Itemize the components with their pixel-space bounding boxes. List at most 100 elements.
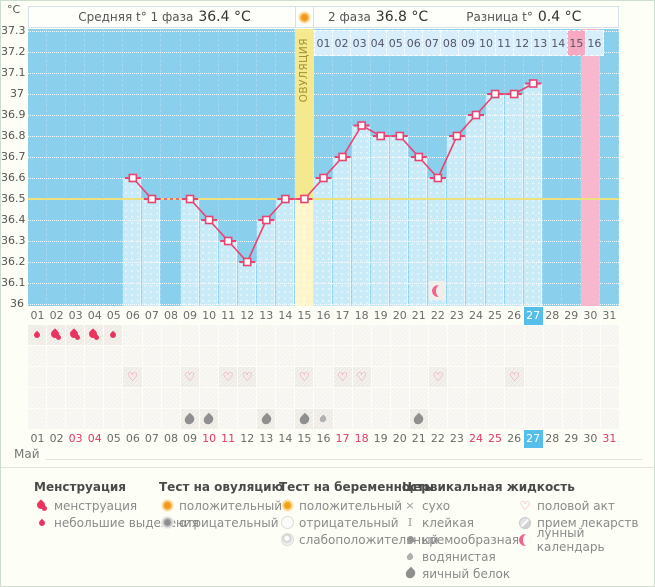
symbol-cell-tests[interactable] bbox=[180, 346, 199, 366]
day-column[interactable] bbox=[275, 29, 295, 306]
day-number[interactable]: 27 bbox=[523, 307, 543, 325]
temperature-point[interactable] bbox=[262, 215, 271, 225]
temperature-point[interactable] bbox=[452, 131, 462, 141]
symbol-cell-tests[interactable] bbox=[352, 346, 371, 366]
dpo-cell[interactable]: 08 bbox=[440, 30, 460, 56]
temperature-point[interactable] bbox=[395, 131, 405, 141]
symbol-cell-menstruation[interactable] bbox=[66, 325, 85, 345]
symbol-cell-tests[interactable] bbox=[371, 346, 390, 366]
symbol-cell-tests[interactable] bbox=[276, 346, 295, 366]
day-number[interactable]: 16 bbox=[316, 309, 331, 322]
symbol-cell-medication[interactable] bbox=[505, 388, 524, 408]
temperature-point[interactable] bbox=[471, 110, 481, 120]
temperature-point[interactable] bbox=[509, 89, 519, 99]
day-number[interactable]: 08 bbox=[163, 432, 178, 445]
symbol-cell-menstruation[interactable] bbox=[448, 325, 467, 345]
dpo-cell[interactable]: 16 bbox=[584, 30, 604, 56]
symbol-cell-tests[interactable] bbox=[543, 346, 562, 366]
symbol-cell-medication[interactable] bbox=[371, 388, 390, 408]
day-number[interactable]: 22 bbox=[430, 309, 445, 322]
symbol-cell-tests[interactable] bbox=[581, 346, 600, 366]
symbol-cell-medication[interactable] bbox=[600, 388, 619, 408]
symbol-cell-tests[interactable] bbox=[238, 346, 257, 366]
symbol-cell-intercourse[interactable] bbox=[314, 367, 333, 387]
temperature-point[interactable] bbox=[414, 152, 424, 162]
symbol-cell-cervical_fluid[interactable] bbox=[448, 409, 467, 429]
day-number[interactable]: 07 bbox=[144, 432, 159, 445]
symbol-cell-menstruation[interactable] bbox=[486, 325, 505, 345]
day-number[interactable]: 31 bbox=[602, 309, 617, 322]
symbol-cell-tests[interactable] bbox=[28, 346, 47, 366]
day-number[interactable]: 14 bbox=[278, 309, 293, 322]
temperature-point[interactable] bbox=[528, 79, 538, 88]
symbol-cell-intercourse[interactable] bbox=[486, 367, 505, 387]
symbol-cell-cervical_fluid[interactable] bbox=[218, 409, 238, 429]
day-number[interactable]: 17 bbox=[335, 432, 350, 445]
day-number[interactable]: 09 bbox=[183, 432, 198, 445]
day-number[interactable]: 06 bbox=[125, 309, 140, 322]
day-number[interactable]: 11 bbox=[221, 432, 236, 445]
symbol-cell-menstruation[interactable] bbox=[142, 325, 161, 345]
symbol-cell-menstruation[interactable] bbox=[104, 325, 123, 345]
day-number[interactable]: 24 bbox=[468, 309, 483, 322]
day-column[interactable] bbox=[543, 29, 562, 306]
symbol-cell-intercourse[interactable] bbox=[28, 367, 47, 387]
day-number[interactable]: 07 bbox=[144, 309, 159, 322]
day-column[interactable] bbox=[180, 29, 200, 306]
symbol-cell-tests[interactable] bbox=[448, 346, 467, 366]
symbol-cell-intercourse[interactable]: ♡ bbox=[180, 367, 199, 387]
symbol-cell-intercourse[interactable] bbox=[199, 367, 218, 387]
symbol-cell-tests[interactable] bbox=[218, 346, 238, 366]
symbol-cell-tests[interactable] bbox=[257, 346, 276, 366]
day-number[interactable]: 23 bbox=[449, 432, 464, 445]
symbol-cell-cervical_fluid[interactable] bbox=[123, 409, 142, 429]
dpo-cell[interactable]: 11 bbox=[494, 30, 514, 56]
symbol-cell-intercourse[interactable]: ♡ bbox=[429, 367, 448, 387]
temperature-point[interactable] bbox=[300, 194, 309, 204]
symbol-cell-cervical_fluid[interactable] bbox=[295, 409, 314, 429]
day-number[interactable]: 05 bbox=[106, 432, 121, 445]
day-column[interactable] bbox=[313, 29, 334, 306]
symbol-cell-intercourse[interactable] bbox=[142, 367, 161, 387]
symbol-cell-cervical_fluid[interactable] bbox=[390, 409, 409, 429]
symbol-cell-intercourse[interactable] bbox=[543, 367, 562, 387]
symbol-cell-medication[interactable] bbox=[543, 388, 562, 408]
day-number[interactable]: 01 bbox=[30, 432, 45, 445]
symbol-cell-tests[interactable] bbox=[390, 346, 409, 366]
symbol-cell-menstruation[interactable] bbox=[409, 325, 429, 345]
symbol-cell-cervical_fluid[interactable] bbox=[581, 409, 600, 429]
day-number[interactable]: 25 bbox=[488, 309, 503, 322]
symbol-cell-intercourse[interactable] bbox=[409, 367, 429, 387]
symbol-cell-cervical_fluid[interactable] bbox=[180, 409, 199, 429]
symbol-cell-tests[interactable] bbox=[467, 346, 486, 366]
symbol-cell-menstruation[interactable] bbox=[543, 325, 562, 345]
dpo-cell[interactable]: 03 bbox=[350, 30, 370, 56]
symbol-cell-medication[interactable] bbox=[142, 388, 161, 408]
day-number[interactable]: 11 bbox=[221, 309, 236, 322]
day-number[interactable]: 13 bbox=[259, 309, 274, 322]
symbol-cell-cervical_fluid[interactable] bbox=[505, 409, 524, 429]
day-number[interactable]: 13 bbox=[259, 432, 274, 445]
day-number[interactable]: 29 bbox=[564, 309, 579, 322]
day-number[interactable]: 09 bbox=[183, 309, 198, 322]
symbol-cell-tests[interactable] bbox=[142, 346, 161, 366]
day-column[interactable] bbox=[504, 29, 524, 306]
symbol-cell-cervical_fluid[interactable] bbox=[333, 409, 352, 429]
day-column[interactable] bbox=[352, 29, 372, 306]
day-number[interactable]: 04 bbox=[87, 309, 102, 322]
symbol-cell-medication[interactable] bbox=[238, 388, 257, 408]
dpo-cell[interactable]: 05 bbox=[386, 30, 406, 56]
symbol-cell-tests[interactable] bbox=[47, 346, 66, 366]
day-number[interactable]: 05 bbox=[106, 309, 121, 322]
temperature-point[interactable] bbox=[338, 152, 347, 162]
day-number[interactable]: 24 bbox=[468, 432, 483, 445]
symbol-cell-cervical_fluid[interactable] bbox=[543, 409, 562, 429]
symbol-cell-intercourse[interactable] bbox=[390, 367, 409, 387]
day-number[interactable]: 21 bbox=[411, 309, 426, 322]
symbol-cell-cervical_fluid[interactable] bbox=[199, 409, 218, 429]
dpo-cell[interactable]: 07 bbox=[422, 30, 442, 56]
symbol-cell-cervical_fluid[interactable] bbox=[142, 409, 161, 429]
symbol-cell-menstruation[interactable] bbox=[85, 325, 104, 345]
temperature-point[interactable] bbox=[376, 131, 385, 141]
temperature-point[interactable] bbox=[185, 194, 195, 204]
